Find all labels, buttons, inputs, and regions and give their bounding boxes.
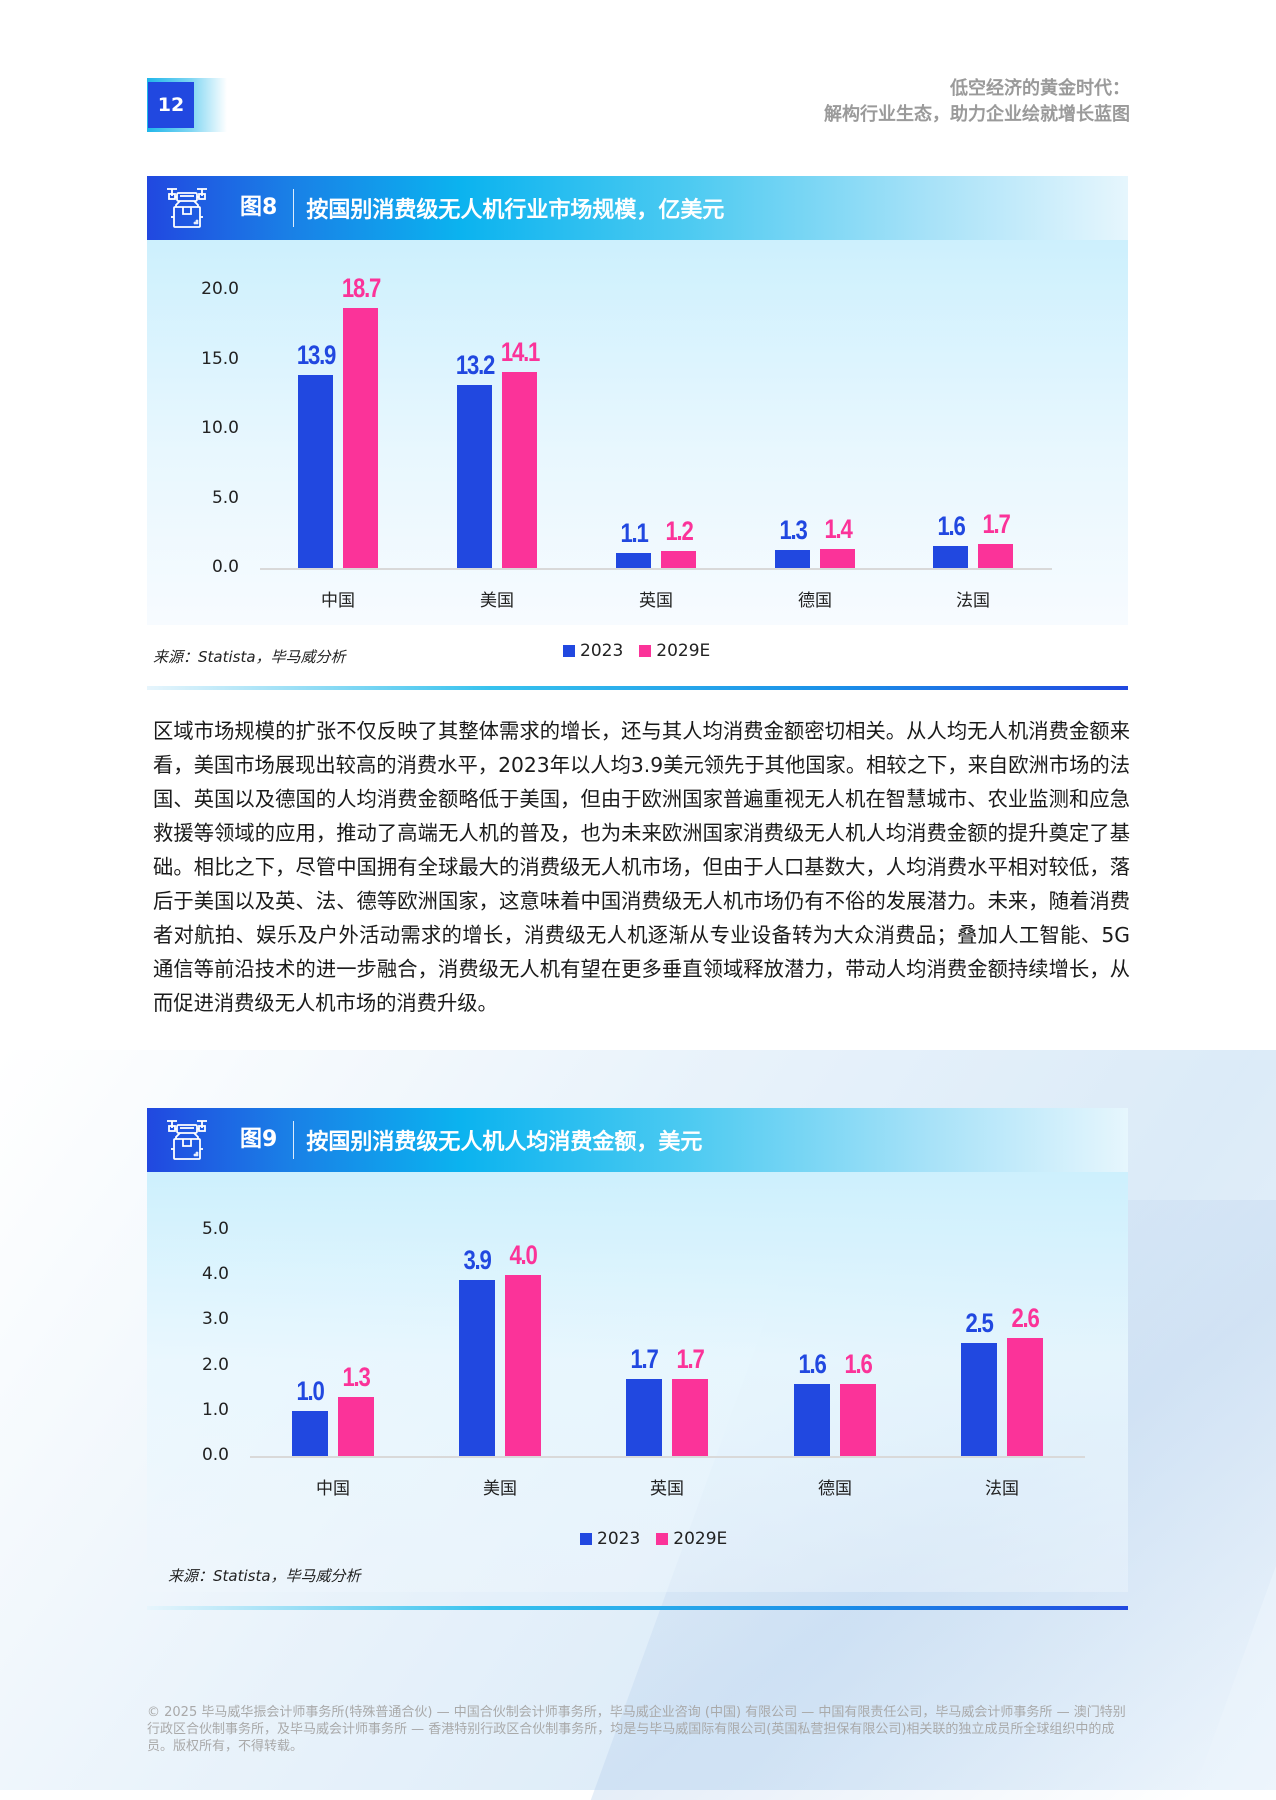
- x-category-label: 美国: [480, 591, 514, 611]
- y-tick-label: 4.0: [201, 1264, 229, 1285]
- legend-item-2029e: 2029E: [656, 1529, 727, 1549]
- bar-2029e-4: [1007, 1338, 1043, 1456]
- running-title-line-2: 解构行业生态，助力企业绘就增长蓝图: [824, 104, 1130, 125]
- drone-package-icon: [167, 188, 207, 228]
- figure-9-source: 来源：Statista，毕马威分析: [168, 1567, 361, 1585]
- bar-2029e-0: [343, 308, 378, 568]
- data-label: 1.3: [342, 1362, 370, 1393]
- data-label: 1.6: [798, 1348, 826, 1379]
- figure-8-source: 来源：Statista，毕马威分析: [153, 648, 346, 666]
- x-category-label: 法国: [985, 1479, 1019, 1499]
- y-tick-label: 0.0: [201, 1445, 229, 1465]
- data-label: 4.0: [509, 1240, 537, 1271]
- x-category-label: 英国: [639, 591, 673, 611]
- x-category-label: 美国: [483, 1479, 517, 1499]
- data-label: 3.9: [463, 1244, 491, 1275]
- y-tick-label: 5.0: [211, 487, 239, 508]
- bar-2029e-4: [978, 544, 1013, 568]
- data-label: 13.9: [296, 339, 335, 370]
- data-label: 13.2: [455, 349, 494, 380]
- data-label: 2.6: [1011, 1303, 1039, 1334]
- data-label: 1.4: [823, 513, 852, 544]
- bar-2023-3: [794, 1383, 830, 1456]
- figure-8-divider: [147, 686, 1128, 690]
- x-category-label: 德国: [798, 591, 832, 611]
- y-tick-label: 10.0: [201, 418, 239, 438]
- legend-swatch-pink: [639, 645, 652, 657]
- bar-2029e-3: [820, 548, 855, 568]
- bar-2023-4: [961, 1343, 997, 1456]
- figure-9-header: 图9 按国别消费级无人机人均消费金额，美元: [147, 1108, 1128, 1172]
- x-category-label: 中国: [321, 591, 355, 611]
- figure-8-legend: 2023 2029E: [563, 641, 726, 661]
- bar-2023-3: [775, 549, 810, 568]
- data-label: 1.6: [936, 510, 965, 541]
- y-tick-label: 3.0: [201, 1309, 229, 1330]
- x-category-label: 德国: [818, 1479, 852, 1499]
- legend-item-2029e: 2029E: [639, 641, 710, 661]
- y-tick-label: 2.0: [201, 1354, 229, 1375]
- page-number: 12: [148, 82, 194, 128]
- y-tick-label: 5.0: [201, 1219, 229, 1239]
- bar-2023-2: [626, 1379, 662, 1456]
- body-paragraph: 区域市场规模的扩张不仅反映了其整体需求的增长，还与其人均消费金额密切相关。从人均…: [153, 719, 1130, 1015]
- legend-swatch-blue: [580, 1533, 592, 1545]
- bar-2023-4: [933, 545, 968, 568]
- figure-title: 按国别消费级无人机人均消费金额，美元: [306, 1130, 703, 1155]
- data-label: 1.7: [981, 509, 1010, 540]
- drone-package-icon: [167, 1120, 207, 1160]
- data-label: 14.1: [500, 337, 539, 367]
- bar-2023-1: [457, 384, 492, 568]
- data-label: 1.6: [844, 1348, 872, 1379]
- legend-item-2023: 2023: [563, 641, 623, 661]
- bar-2029e-2: [661, 551, 696, 568]
- y-tick-label: 1.0: [201, 1399, 229, 1420]
- figure-8-chart: 20.0 15.0 10.0 5.0 0.0 13.9 18.7 中国 13.2 14.1 美国 1.…: [147, 240, 1128, 625]
- bar-2029e-3: [840, 1383, 876, 1456]
- bar-2029e-0: [338, 1397, 374, 1456]
- copyright-footer: © 2025 毕马威华振会计师事务所(特殊普通合伙) — 中国合伙制会计师事务所…: [147, 1705, 1126, 1754]
- bar-2023-1: [459, 1279, 495, 1456]
- figure-9-divider: [147, 1606, 1128, 1610]
- bar-2029e-1: [502, 372, 537, 568]
- running-title-line-1: 低空经济的黄金时代：: [950, 78, 1130, 99]
- y-tick-label: 15.0: [201, 348, 239, 369]
- bar-2023-2: [616, 552, 651, 568]
- legend-swatch-blue: [563, 645, 575, 657]
- data-label: 1.0: [296, 1375, 324, 1406]
- x-category-label: 法国: [956, 591, 990, 611]
- x-axis-line: [250, 1456, 1085, 1458]
- figure-9-chart: 5.0 4.0 3.0 2.0 1.0 0.0 1.0 1.3 中国 3.9 4.0 美国 1.7 1.7…: [147, 1172, 1128, 1592]
- x-category-label: 英国: [650, 1479, 684, 1499]
- data-label: 2.5: [965, 1308, 993, 1338]
- bar-2029e-2: [672, 1379, 708, 1456]
- running-title: 低空经济的黄金时代： 解构行业生态，助力企业绘就增长蓝图: [824, 76, 1130, 128]
- y-tick-label: 20.0: [201, 279, 239, 299]
- data-label: 1.1: [619, 517, 648, 548]
- figure-title: 按国别消费级无人机行业市场规模，亿美元: [306, 198, 725, 223]
- data-label: 1.2: [664, 516, 693, 547]
- legend-item-2023: 2023: [580, 1529, 640, 1549]
- data-label: 1.7: [630, 1344, 658, 1375]
- legend-swatch-pink: [656, 1533, 669, 1545]
- figure-number: 图9: [240, 1121, 295, 1159]
- data-label: 1.3: [778, 514, 807, 545]
- figure-9-legend: 2023 2029E: [580, 1529, 743, 1549]
- x-axis-line: [260, 568, 1052, 570]
- x-category-label: 中国: [316, 1479, 350, 1499]
- bar-2023-0: [298, 374, 333, 568]
- figure-number: 图8: [240, 189, 295, 227]
- bar-2023-0: [292, 1410, 328, 1456]
- data-label: 1.7: [676, 1344, 704, 1375]
- y-tick-label: 0.0: [211, 557, 239, 577]
- data-label: 18.7: [341, 273, 380, 304]
- bar-2029e-1: [505, 1275, 541, 1456]
- figure-8-header: 图8 按国别消费级无人机行业市场规模，亿美元: [147, 176, 1128, 240]
